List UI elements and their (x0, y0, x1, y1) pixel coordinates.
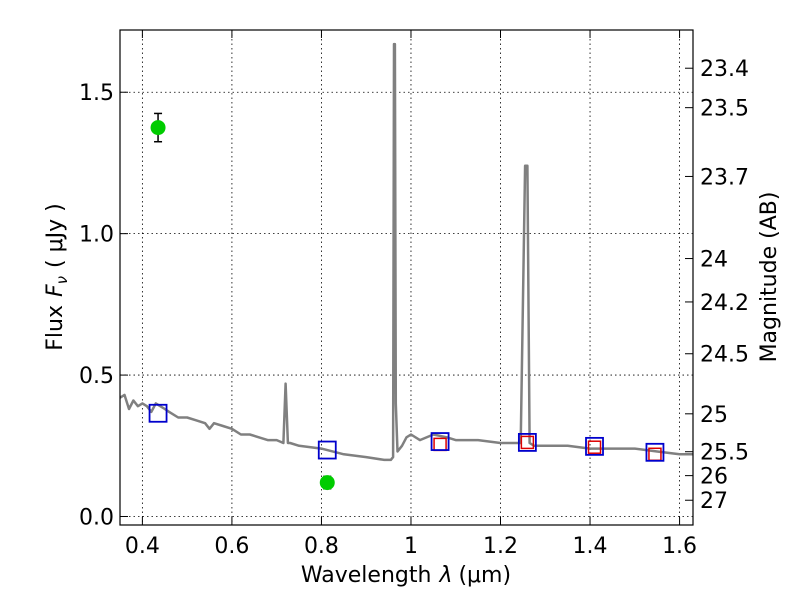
model-square (317, 440, 337, 460)
mag-tick-label: 23.4 (700, 57, 749, 82)
x-tick-label: 1 (404, 534, 418, 559)
y2-axis-label: Magnitude (AB) (757, 192, 782, 363)
plot-frame (119, 29, 694, 526)
mag-tick-label: 25.5 (700, 441, 749, 466)
axis-ticks: 0.4 0.6 0.8 1 1.2 1.4 1.6 0.0 0.5 1.0 1.5 23.4 23.5 2… (79, 30, 749, 559)
x-axis-label: Wavelength λ (μm) (301, 563, 511, 588)
x-tick-label: 0.6 (214, 534, 249, 559)
x-tick-label: 0.8 (304, 534, 339, 559)
x-tick-label: 1.2 (483, 534, 518, 559)
mag-tick-label: 26 (700, 465, 728, 490)
mag-tick-label: 24.5 (700, 343, 749, 368)
model-square (148, 403, 168, 423)
model-square (517, 433, 537, 452)
x-tick-label: 1.4 (573, 534, 608, 559)
model-square (585, 436, 604, 456)
plot-series (120, 42, 693, 491)
model-inner-square (520, 435, 535, 450)
mag-tick-label: 25 (700, 403, 728, 428)
model-square (645, 442, 665, 462)
mag-tick-label: 27 (700, 489, 728, 514)
mag-tick-label: 23.5 (700, 97, 749, 122)
mag-tick-label: 24 (700, 248, 728, 273)
observed-point (150, 120, 166, 136)
model-square (430, 432, 450, 451)
model-inner-square (587, 440, 602, 454)
observed-point (319, 475, 335, 491)
y-tick-label: 1.0 (79, 223, 114, 248)
x-tick-label: 1.6 (662, 534, 697, 559)
x-tick-label: 0.4 (125, 534, 160, 559)
y-tick-label: 1.5 (79, 81, 114, 106)
spectrum-line (120, 42, 693, 462)
grid-lines (120, 30, 693, 525)
y-axis-label: FluxFν( μJy ) (43, 203, 71, 350)
y-tick-label: 0.5 (79, 364, 114, 389)
model-inner-square (433, 437, 447, 452)
y-tick-label: 0.0 (79, 506, 114, 531)
mag-tick-label: 24.2 (700, 291, 749, 316)
mag-tick-label: 23.7 (700, 165, 749, 190)
